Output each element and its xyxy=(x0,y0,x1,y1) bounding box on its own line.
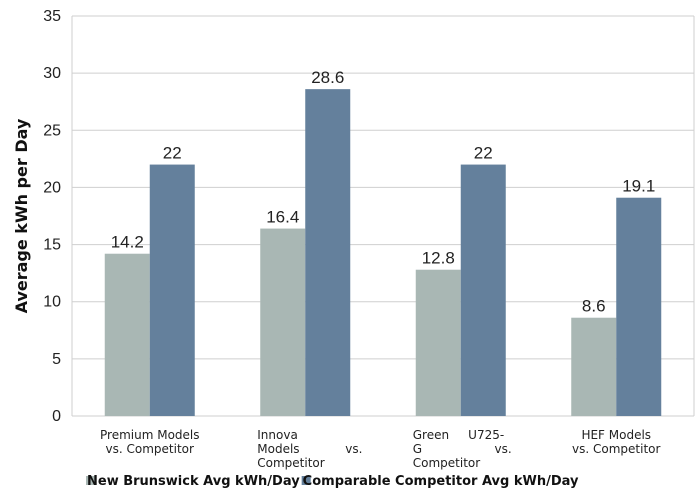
legend-swatch xyxy=(301,476,311,485)
x-tick-label: Green U725- G vs. Competitor xyxy=(412,428,512,470)
x-tick-label: HEF Models vs. Competitor xyxy=(572,428,661,456)
bar xyxy=(305,89,351,417)
bar xyxy=(571,317,617,416)
y-tick-label: 0 xyxy=(52,408,61,425)
y-tick-label: 20 xyxy=(43,179,61,196)
data-labels: 14.2 22 16.4 28.6 12.8 22 8.6 19.1 xyxy=(111,68,656,316)
y-axis-ticks: 0 5 10 15 20 25 30 35 xyxy=(43,8,61,425)
y-tick-label: 5 xyxy=(52,351,61,368)
legend-label: Comparable Competitor Avg kWh/Day xyxy=(303,474,579,489)
bar xyxy=(260,228,306,416)
y-tick-label: 30 xyxy=(43,65,61,82)
y-tick-label: 15 xyxy=(43,237,61,254)
data-label: 28.6 xyxy=(311,68,344,87)
bar xyxy=(104,253,150,416)
bar xyxy=(460,164,506,416)
bar xyxy=(149,164,195,416)
legend: New Brunswick Avg kWh/Day Comparable Comp… xyxy=(86,474,579,489)
data-label: 22 xyxy=(474,144,493,163)
x-tick-label: Premium Models vs. Competitor xyxy=(100,428,200,456)
data-label: 16.4 xyxy=(266,208,299,227)
legend-label: New Brunswick Avg kWh/Day xyxy=(87,474,300,489)
data-label: 8.6 xyxy=(582,297,606,316)
data-label: 14.2 xyxy=(111,233,144,252)
x-tick-label: Innova Models vs. Competitor xyxy=(257,428,363,470)
y-axis-title: Average kWh per Day xyxy=(12,118,31,313)
bar xyxy=(415,269,461,416)
data-label: 19.1 xyxy=(622,177,655,196)
bars xyxy=(104,89,662,417)
data-label: 12.8 xyxy=(422,249,455,268)
y-tick-label: 35 xyxy=(43,8,61,25)
legend-swatch xyxy=(86,476,95,485)
y-tick-label: 10 xyxy=(43,294,61,311)
data-label: 22 xyxy=(163,144,182,163)
bar xyxy=(616,197,662,416)
y-tick-label: 25 xyxy=(43,122,61,139)
